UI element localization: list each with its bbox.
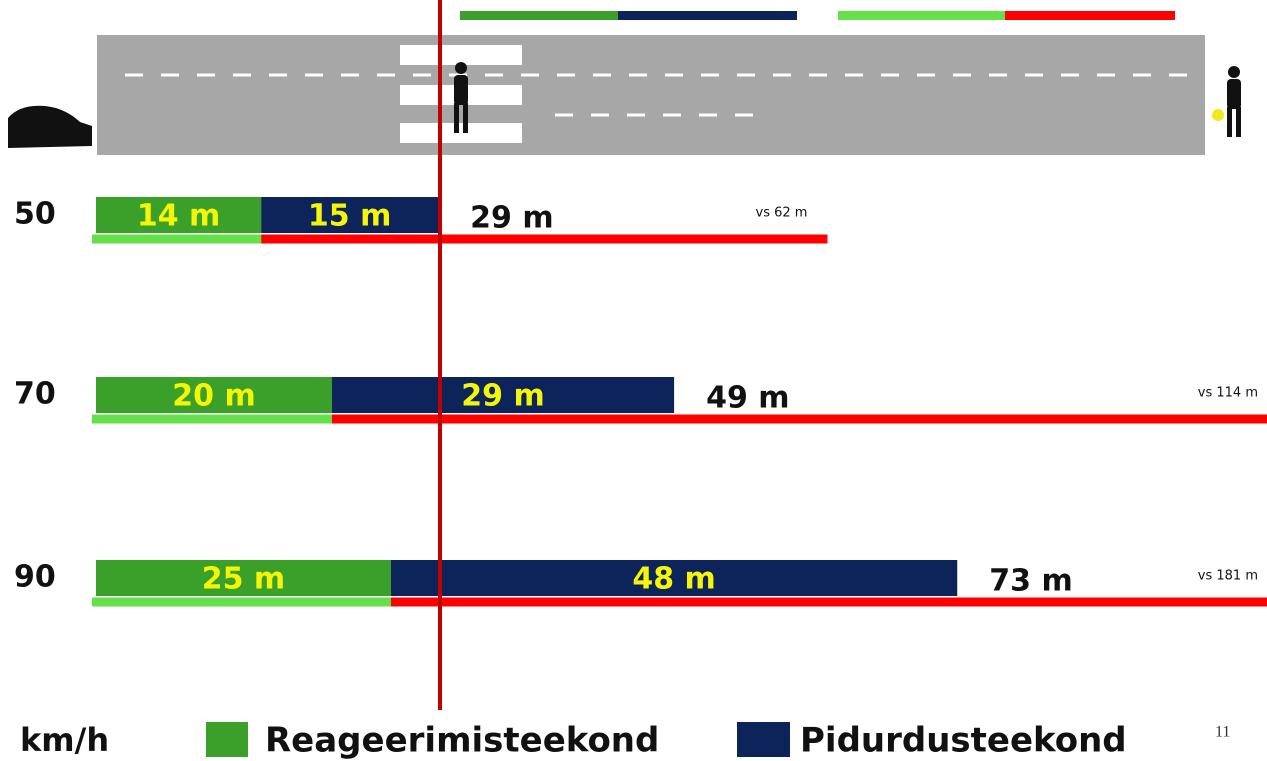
- total-label: 49 m: [706, 381, 789, 416]
- comparison-label: vs 114 m: [1198, 386, 1258, 401]
- slide: 50 14 m 15 m 29 m vs 62 m 70 20 m 29 m 49 m vs 11…: [0, 0, 1267, 761]
- page-number: 11: [1215, 724, 1230, 741]
- pedestrian-icon: [1212, 66, 1241, 137]
- category-label: 50: [14, 197, 56, 232]
- road: [97, 35, 1205, 155]
- value-label: 48 m: [632, 562, 715, 597]
- legend-label: Pidurdusteekond: [800, 721, 1127, 761]
- value-label: 25 m: [202, 562, 285, 597]
- value-label: 20 m: [172, 379, 255, 414]
- total-label: 29 m: [470, 201, 553, 236]
- legend-swatch: [206, 722, 248, 757]
- value-label: 14 m: [137, 199, 220, 234]
- key-bar: [618, 11, 797, 20]
- legend-label: Reageerimisteekond: [265, 721, 659, 761]
- key-bar: [460, 11, 618, 20]
- comparison-label: vs 181 m: [1198, 569, 1258, 584]
- total-label: 73 m: [989, 564, 1072, 599]
- value-label: 29 m: [461, 379, 544, 414]
- value-label: 15 m: [308, 199, 391, 234]
- car-icon: [8, 106, 92, 148]
- comparison-label: vs 62 m: [756, 206, 808, 221]
- category-label: 70: [14, 377, 56, 412]
- legend-swatch: [737, 722, 790, 757]
- crosswalk: [400, 123, 522, 143]
- plot: 50 14 m 15 m 29 m vs 62 m 70 20 m 29 m 49 m vs 11…: [14, 197, 1267, 603]
- road-scene: [8, 11, 1241, 155]
- key-bar: [838, 11, 1005, 20]
- category-label: 90: [14, 560, 56, 595]
- legend: Reageerimisteekond Pidurdusteekond: [206, 721, 1127, 761]
- axis-label: km/h: [20, 721, 109, 759]
- key-bar: [1005, 11, 1175, 20]
